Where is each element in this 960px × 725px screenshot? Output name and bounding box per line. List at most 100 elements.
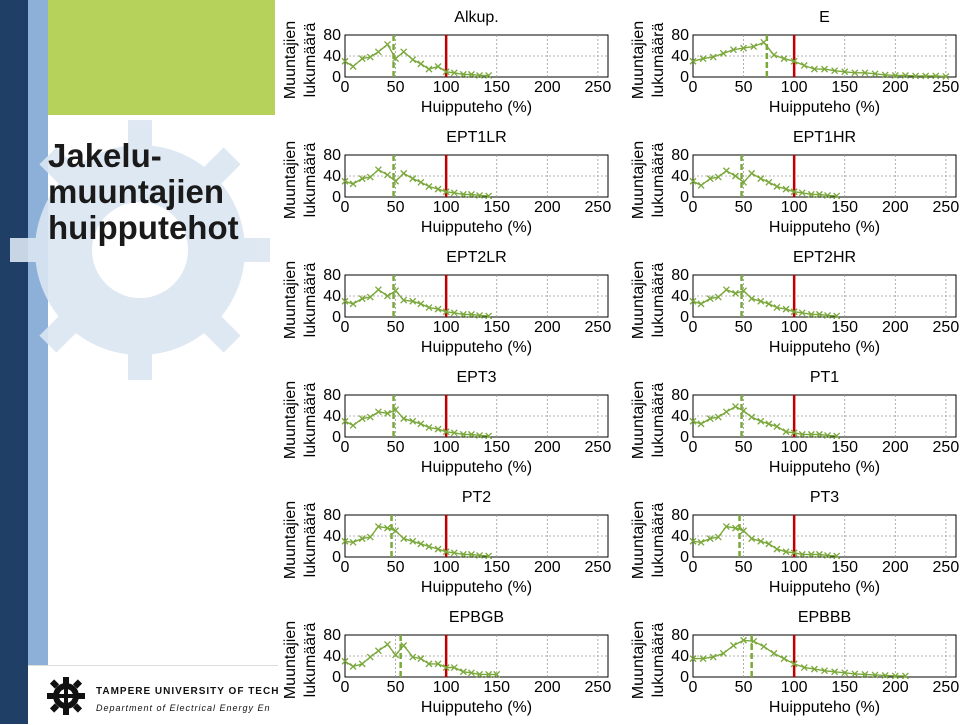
data-point-marker xyxy=(425,65,433,73)
data-point-marker xyxy=(750,43,758,51)
y-tick-label: 40 xyxy=(323,528,341,545)
data-point-marker xyxy=(689,655,697,663)
x-tick-label: 150 xyxy=(483,319,510,336)
y-axis-label: lukumäärä xyxy=(302,623,319,698)
x-tick-label: 250 xyxy=(933,79,960,96)
y-tick-label: 0 xyxy=(332,429,341,446)
x-tick-label: 150 xyxy=(831,559,858,576)
data-point-marker xyxy=(349,538,357,546)
data-point-marker xyxy=(773,545,781,553)
data-point-marker xyxy=(760,643,768,651)
x-tick-label: 200 xyxy=(882,79,909,96)
data-point-marker xyxy=(434,545,442,553)
x-tick-label: 200 xyxy=(882,319,909,336)
y-tick-label: 40 xyxy=(671,48,689,65)
y-axis-label: lukumäärä xyxy=(650,503,667,578)
x-tick-label: 100 xyxy=(433,559,460,576)
data-point-marker xyxy=(709,53,717,61)
chart-title: EPT2LR xyxy=(446,249,506,266)
data-point-marker xyxy=(757,297,765,305)
data-point-marker xyxy=(425,543,433,550)
x-tick-label: 150 xyxy=(483,559,510,576)
data-point-marker xyxy=(442,308,450,316)
green-accent-block xyxy=(48,0,275,115)
y-axis-label: Muuntajien xyxy=(630,261,647,339)
data-point-marker xyxy=(722,523,730,531)
data-point-marker xyxy=(697,420,705,428)
x-tick-label: 250 xyxy=(933,319,960,336)
x-axis-label: Huipputeho (%) xyxy=(421,579,532,596)
data-point-marker xyxy=(748,295,756,303)
y-axis-label: lukumäärä xyxy=(650,623,667,698)
data-point-marker xyxy=(459,550,467,558)
data-point-marker xyxy=(374,286,382,294)
data-point-marker xyxy=(697,538,705,546)
data-point-marker xyxy=(476,551,483,559)
data-point-marker xyxy=(366,533,374,541)
data-point-marker xyxy=(748,535,756,543)
data-point-marker xyxy=(400,296,408,304)
chart-title: PT2 xyxy=(462,489,491,506)
x-tick-label: 0 xyxy=(689,79,698,96)
data-point-marker xyxy=(841,669,849,677)
data-point-marker xyxy=(392,527,400,535)
x-tick-label: 150 xyxy=(831,679,858,696)
x-tick-label: 150 xyxy=(483,79,510,96)
series-line xyxy=(692,405,837,437)
data-point-marker xyxy=(459,70,467,78)
y-tick-label: 80 xyxy=(323,147,341,164)
data-point-marker xyxy=(740,527,748,535)
data-point-marker xyxy=(374,166,382,174)
chart-title: EPT1HR xyxy=(793,129,856,146)
y-tick-label: 40 xyxy=(323,168,341,185)
data-point-marker xyxy=(773,183,781,190)
data-point-marker xyxy=(757,537,765,545)
x-tick-label: 200 xyxy=(534,199,561,216)
y-axis-label: Muuntajien xyxy=(630,141,647,219)
data-point-marker xyxy=(790,660,798,668)
data-point-marker xyxy=(689,537,697,545)
series-line xyxy=(692,169,837,197)
data-point-marker xyxy=(442,548,450,556)
data-point-marker xyxy=(807,430,815,438)
x-axis-label: Huipputeho (%) xyxy=(769,99,880,116)
data-point-marker xyxy=(810,665,818,673)
x-tick-label: 200 xyxy=(882,439,909,456)
light-side-stripe xyxy=(28,0,48,724)
x-tick-label: 0 xyxy=(689,559,698,576)
x-tick-label: 100 xyxy=(433,79,460,96)
data-point-marker xyxy=(790,429,798,437)
data-point-marker xyxy=(384,640,391,648)
data-point-marker xyxy=(450,429,458,437)
data-point-marker xyxy=(400,535,408,543)
x-tick-label: 100 xyxy=(781,559,808,576)
data-point-marker xyxy=(722,408,730,416)
data-point-marker xyxy=(459,190,467,198)
y-axis-label: lukumäärä xyxy=(650,383,667,458)
data-point-marker xyxy=(824,431,831,439)
data-point-marker xyxy=(341,177,349,185)
data-point-marker xyxy=(871,70,879,78)
data-point-marker xyxy=(841,68,849,76)
data-point-marker xyxy=(434,425,442,433)
data-point-marker xyxy=(757,175,765,183)
data-point-marker xyxy=(409,56,417,64)
x-tick-label: 0 xyxy=(689,199,698,216)
x-tick-label: 250 xyxy=(585,79,612,96)
data-point-marker xyxy=(689,57,697,65)
data-point-marker xyxy=(798,189,806,197)
x-tick-label: 100 xyxy=(433,199,460,216)
data-point-marker xyxy=(901,672,909,680)
data-point-marker xyxy=(417,655,425,663)
y-axis-label: Muuntajien xyxy=(630,501,647,579)
data-point-marker xyxy=(833,552,841,560)
data-point-marker xyxy=(409,175,417,183)
data-point-marker xyxy=(366,653,374,661)
data-point-marker xyxy=(467,669,475,677)
x-tick-label: 0 xyxy=(689,319,698,336)
data-point-marker xyxy=(773,423,781,430)
data-point-marker xyxy=(770,51,778,59)
